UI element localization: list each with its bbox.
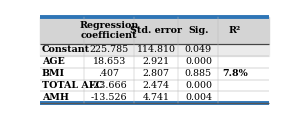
Text: BMI: BMI: [42, 69, 65, 78]
Text: .407: .407: [99, 69, 120, 78]
Text: 7.8%: 7.8%: [222, 69, 248, 78]
Text: Constant: Constant: [42, 45, 90, 55]
Text: 0.000: 0.000: [185, 57, 212, 66]
Text: 0.000: 0.000: [185, 81, 212, 90]
Text: 114.810: 114.810: [136, 45, 176, 55]
Text: 2.474: 2.474: [142, 81, 170, 90]
Text: 0.004: 0.004: [185, 93, 212, 102]
Text: Sig.: Sig.: [188, 26, 209, 35]
Text: 0.049: 0.049: [185, 45, 212, 55]
Text: AMH: AMH: [42, 93, 69, 102]
Text: 2.921: 2.921: [142, 57, 170, 66]
Text: Regression
coefficient: Regression coefficient: [80, 21, 139, 40]
Text: -23.666: -23.666: [91, 81, 128, 90]
Text: AGE: AGE: [42, 57, 64, 66]
Text: 2.807: 2.807: [142, 69, 170, 78]
Bar: [40, 44, 269, 56]
Text: 18.653: 18.653: [92, 57, 126, 66]
Text: 0.885: 0.885: [185, 69, 212, 78]
Text: 4.741: 4.741: [142, 93, 170, 102]
Bar: [40, 17, 269, 44]
Text: Std. error: Std. error: [130, 26, 182, 35]
Text: 225.785: 225.785: [89, 45, 129, 55]
Text: R²: R²: [229, 26, 241, 35]
Text: -13.526: -13.526: [91, 93, 128, 102]
Text: TOTAL AFC: TOTAL AFC: [42, 81, 103, 90]
